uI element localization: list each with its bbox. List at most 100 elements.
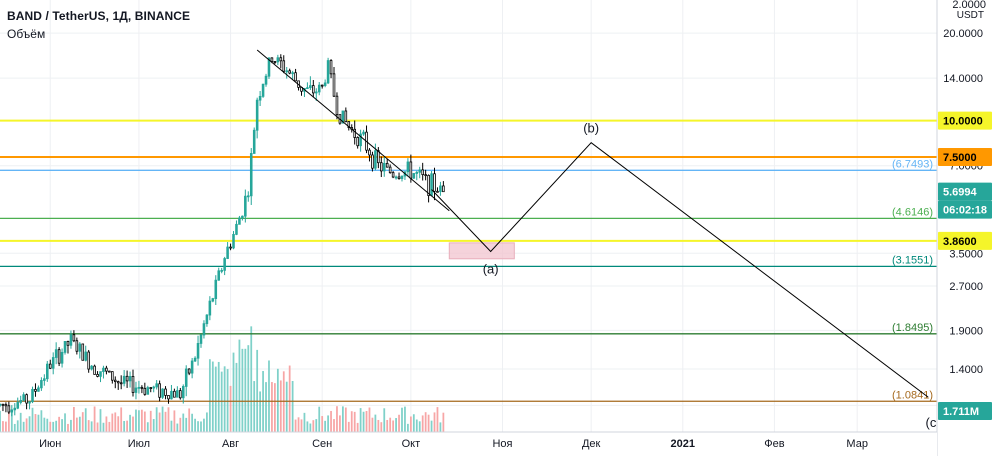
candle-body	[208, 300, 212, 316]
volume-bar	[61, 419, 63, 432]
candle-body	[229, 246, 232, 249]
price-tick-label: 14.0000	[943, 73, 983, 85]
volume-bar	[37, 414, 40, 432]
volume-bar	[16, 420, 19, 432]
volume-bar	[303, 412, 306, 432]
candle-body	[161, 388, 164, 398]
candle-body	[158, 383, 161, 398]
candle-body	[193, 357, 197, 362]
volume-bar	[256, 349, 259, 432]
volume-bar	[84, 408, 87, 432]
volume-indicator-label[interactable]: Объём	[7, 27, 46, 41]
volume-bar	[398, 414, 400, 432]
candle-body	[37, 387, 40, 392]
candle-body	[146, 387, 150, 395]
volume-bar	[365, 410, 368, 432]
candle-body	[22, 394, 25, 401]
level-label: (1.0841)	[892, 389, 933, 401]
volume-bar	[268, 360, 270, 432]
candle-body	[196, 343, 200, 359]
time-tick-label: Дек	[582, 438, 601, 450]
candle-body	[312, 85, 315, 94]
candle-body	[421, 169, 424, 176]
candle-body	[362, 131, 365, 135]
candle-body	[235, 223, 238, 235]
candle-body	[430, 173, 433, 196]
volume-bar	[333, 419, 335, 432]
volume-bar	[241, 348, 244, 432]
candle-body	[397, 176, 401, 179]
volume-bar	[129, 414, 131, 432]
candle-body	[57, 349, 61, 364]
volume-bar	[87, 420, 90, 432]
volume-bar	[194, 418, 196, 432]
volume-bar	[265, 382, 267, 432]
volume-bar	[336, 406, 338, 432]
volume-bar	[404, 406, 406, 432]
candle-body	[226, 246, 229, 259]
candle-body	[155, 383, 158, 388]
candle-body	[81, 343, 85, 361]
volume-bar	[309, 423, 312, 432]
candle-body	[102, 367, 105, 373]
time-axis[interactable]: Июн Июл Авг Сен Окт Ноя Дек 2021 Фев Мар	[0, 431, 937, 456]
volume-bar	[75, 417, 78, 432]
candle-body	[409, 161, 413, 179]
candle-body	[415, 171, 419, 174]
volume-bar	[253, 381, 256, 432]
candle-body	[1, 403, 5, 406]
volume-bar	[339, 415, 341, 432]
candle-body	[406, 161, 410, 173]
countdown-badge: 06:02:18	[943, 205, 987, 217]
price-tick-label: 1.4000	[949, 364, 983, 376]
candlestick-series	[0, 54, 445, 417]
time-tick-label: Сен	[312, 438, 332, 450]
candle-body	[329, 60, 333, 75]
volume-bar	[43, 417, 46, 432]
volume-bar	[344, 407, 347, 432]
volume-bar	[126, 420, 128, 432]
volume-bar	[380, 422, 383, 432]
volume-bar	[294, 419, 297, 432]
candle-body	[249, 153, 253, 197]
volume-bar	[327, 415, 329, 432]
candle-body	[382, 162, 386, 172]
volume-bar	[200, 421, 202, 432]
symbol-title[interactable]: BAND / TetherUS, 1Д, BINANCE	[7, 9, 191, 23]
candle-body	[374, 150, 377, 169]
volume-bar	[386, 419, 389, 432]
volume-bar	[140, 409, 143, 432]
candle-body	[170, 390, 173, 400]
candle-body	[176, 390, 179, 398]
volume-bar	[244, 348, 247, 432]
volume-bar	[31, 407, 34, 432]
volume-bar	[259, 391, 262, 432]
price-axis-bg	[937, 0, 1001, 456]
volume-bar	[330, 410, 332, 432]
level-badge: 7.5000	[943, 152, 977, 164]
candle-body	[51, 357, 55, 369]
volume-bar	[105, 416, 108, 432]
candle-body	[87, 351, 90, 370]
candle-body	[291, 72, 294, 75]
volume-bar	[312, 420, 315, 432]
volume-bar	[111, 413, 114, 432]
candle-body	[119, 382, 123, 385]
volume-bar	[353, 411, 356, 432]
volume-bar	[143, 411, 146, 432]
volume-bar	[176, 423, 179, 432]
candle-body	[190, 360, 194, 374]
volume-bar	[203, 418, 205, 432]
candle-body	[211, 298, 215, 302]
candle-body	[270, 57, 274, 62]
volume-bar	[191, 413, 194, 432]
candle-body	[164, 388, 167, 396]
candle-body	[187, 368, 191, 374]
price-axis[interactable]: 2.0000USDT20.000014.00007.00003.50002.70…	[936, 0, 1001, 456]
candle-body	[116, 381, 120, 384]
level-badge-bg	[938, 148, 992, 167]
candle-body	[128, 376, 132, 382]
volume-bar	[13, 423, 16, 432]
volume-bar	[52, 421, 55, 432]
